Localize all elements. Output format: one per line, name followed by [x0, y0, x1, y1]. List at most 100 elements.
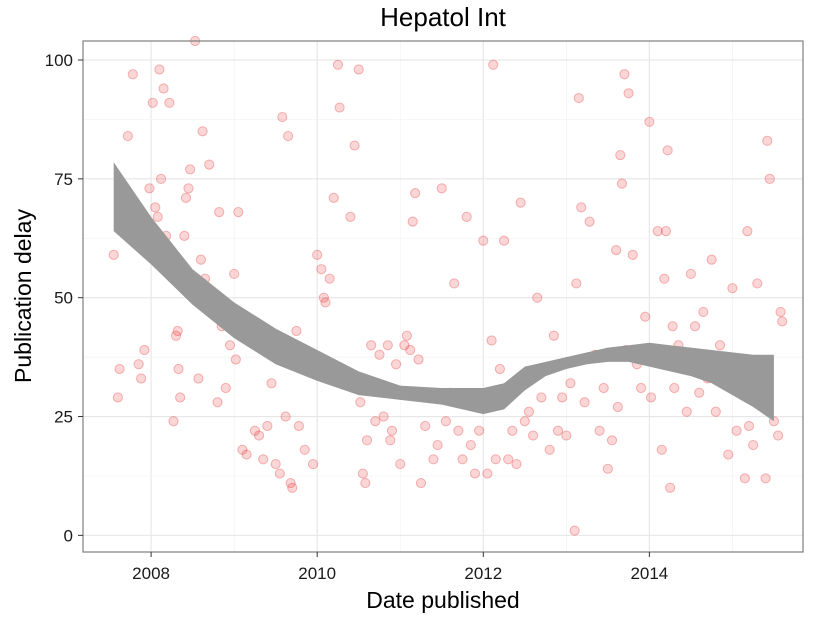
data-point — [229, 268, 240, 280]
data-point — [307, 458, 319, 470]
data-point — [152, 211, 163, 222]
data-point — [662, 145, 673, 156]
data-point — [432, 439, 443, 451]
x-tick-label: 2014 — [630, 564, 668, 583]
data-point — [224, 340, 236, 351]
data-point — [136, 373, 147, 384]
smooth-band — [113, 162, 774, 422]
data-point — [154, 64, 165, 75]
data-point — [611, 245, 622, 256]
data-point — [548, 330, 559, 341]
data-point — [122, 130, 133, 142]
data-point — [293, 420, 305, 432]
data-point — [175, 392, 186, 403]
chart-title: Hepatol Int — [380, 2, 507, 32]
data-point — [544, 444, 555, 455]
data-point — [399, 340, 410, 351]
data-point — [357, 468, 368, 479]
data-point — [299, 444, 310, 455]
data-point — [681, 406, 692, 417]
data-point — [490, 454, 501, 465]
data-point — [507, 425, 518, 436]
data-point — [453, 425, 464, 436]
axes: 2008 2010 2012 2014 0 25 50 75 100 — [45, 51, 669, 583]
data-point — [727, 283, 738, 294]
data-point — [616, 178, 628, 189]
data-point — [694, 387, 705, 398]
data-point — [386, 425, 398, 436]
data-point — [316, 264, 327, 275]
data-point — [752, 278, 763, 289]
data-point — [324, 273, 335, 284]
data-point — [488, 59, 499, 70]
data-point — [640, 311, 651, 322]
data-point — [401, 330, 412, 341]
data-point — [262, 420, 273, 432]
data-point — [764, 173, 775, 184]
data-point — [739, 473, 750, 484]
data-point — [212, 397, 223, 408]
data-point — [594, 425, 605, 436]
data-point — [652, 226, 663, 237]
data-point — [742, 226, 753, 237]
y-tick-label: 0 — [64, 526, 73, 545]
data-point — [743, 420, 755, 432]
data-point — [164, 97, 175, 108]
data-point — [571, 278, 582, 289]
data-point — [710, 406, 721, 417]
data-point — [760, 473, 771, 484]
data-point — [552, 425, 564, 436]
data-point — [185, 164, 196, 175]
data-point — [253, 430, 265, 441]
data-point — [318, 292, 329, 303]
data-point — [714, 340, 726, 351]
data-point — [413, 354, 424, 365]
data-point — [557, 392, 568, 403]
data-point — [195, 254, 207, 265]
data-point — [619, 69, 630, 80]
y-tick-label: 25 — [54, 408, 73, 427]
data-point — [112, 392, 123, 403]
data-point — [204, 159, 215, 170]
y-tick-label: 75 — [54, 170, 73, 189]
data-point — [277, 111, 288, 123]
data-point — [644, 116, 655, 127]
data-point — [193, 373, 204, 384]
data-point — [405, 344, 416, 356]
data-point — [415, 477, 427, 489]
data-point — [659, 273, 670, 284]
data-point — [498, 235, 510, 246]
data-point — [602, 463, 613, 474]
data-point — [420, 420, 431, 432]
data-point — [627, 249, 638, 261]
data-point — [436, 183, 447, 194]
data-point — [285, 477, 296, 489]
data-point — [440, 416, 452, 427]
data-point — [287, 482, 298, 493]
data-point — [777, 316, 788, 327]
data-point — [645, 392, 657, 403]
data-point — [237, 444, 248, 455]
data-point — [449, 278, 460, 289]
data-point — [155, 173, 167, 184]
data-point — [382, 340, 393, 351]
data-point — [536, 392, 547, 403]
data-point — [573, 92, 584, 104]
data-point — [320, 297, 331, 308]
data-point — [565, 378, 576, 389]
data-point — [378, 411, 389, 422]
data-point — [249, 425, 261, 436]
data-point — [139, 344, 150, 356]
data-point — [355, 397, 366, 408]
data-point — [108, 249, 119, 261]
data-point — [183, 183, 194, 194]
data-point — [598, 382, 609, 394]
data-point — [312, 249, 323, 261]
data-point — [706, 254, 717, 265]
data-point — [519, 416, 530, 427]
data-point — [482, 468, 493, 479]
data-point — [469, 468, 481, 479]
data-point — [635, 382, 647, 394]
data-point — [669, 382, 680, 394]
